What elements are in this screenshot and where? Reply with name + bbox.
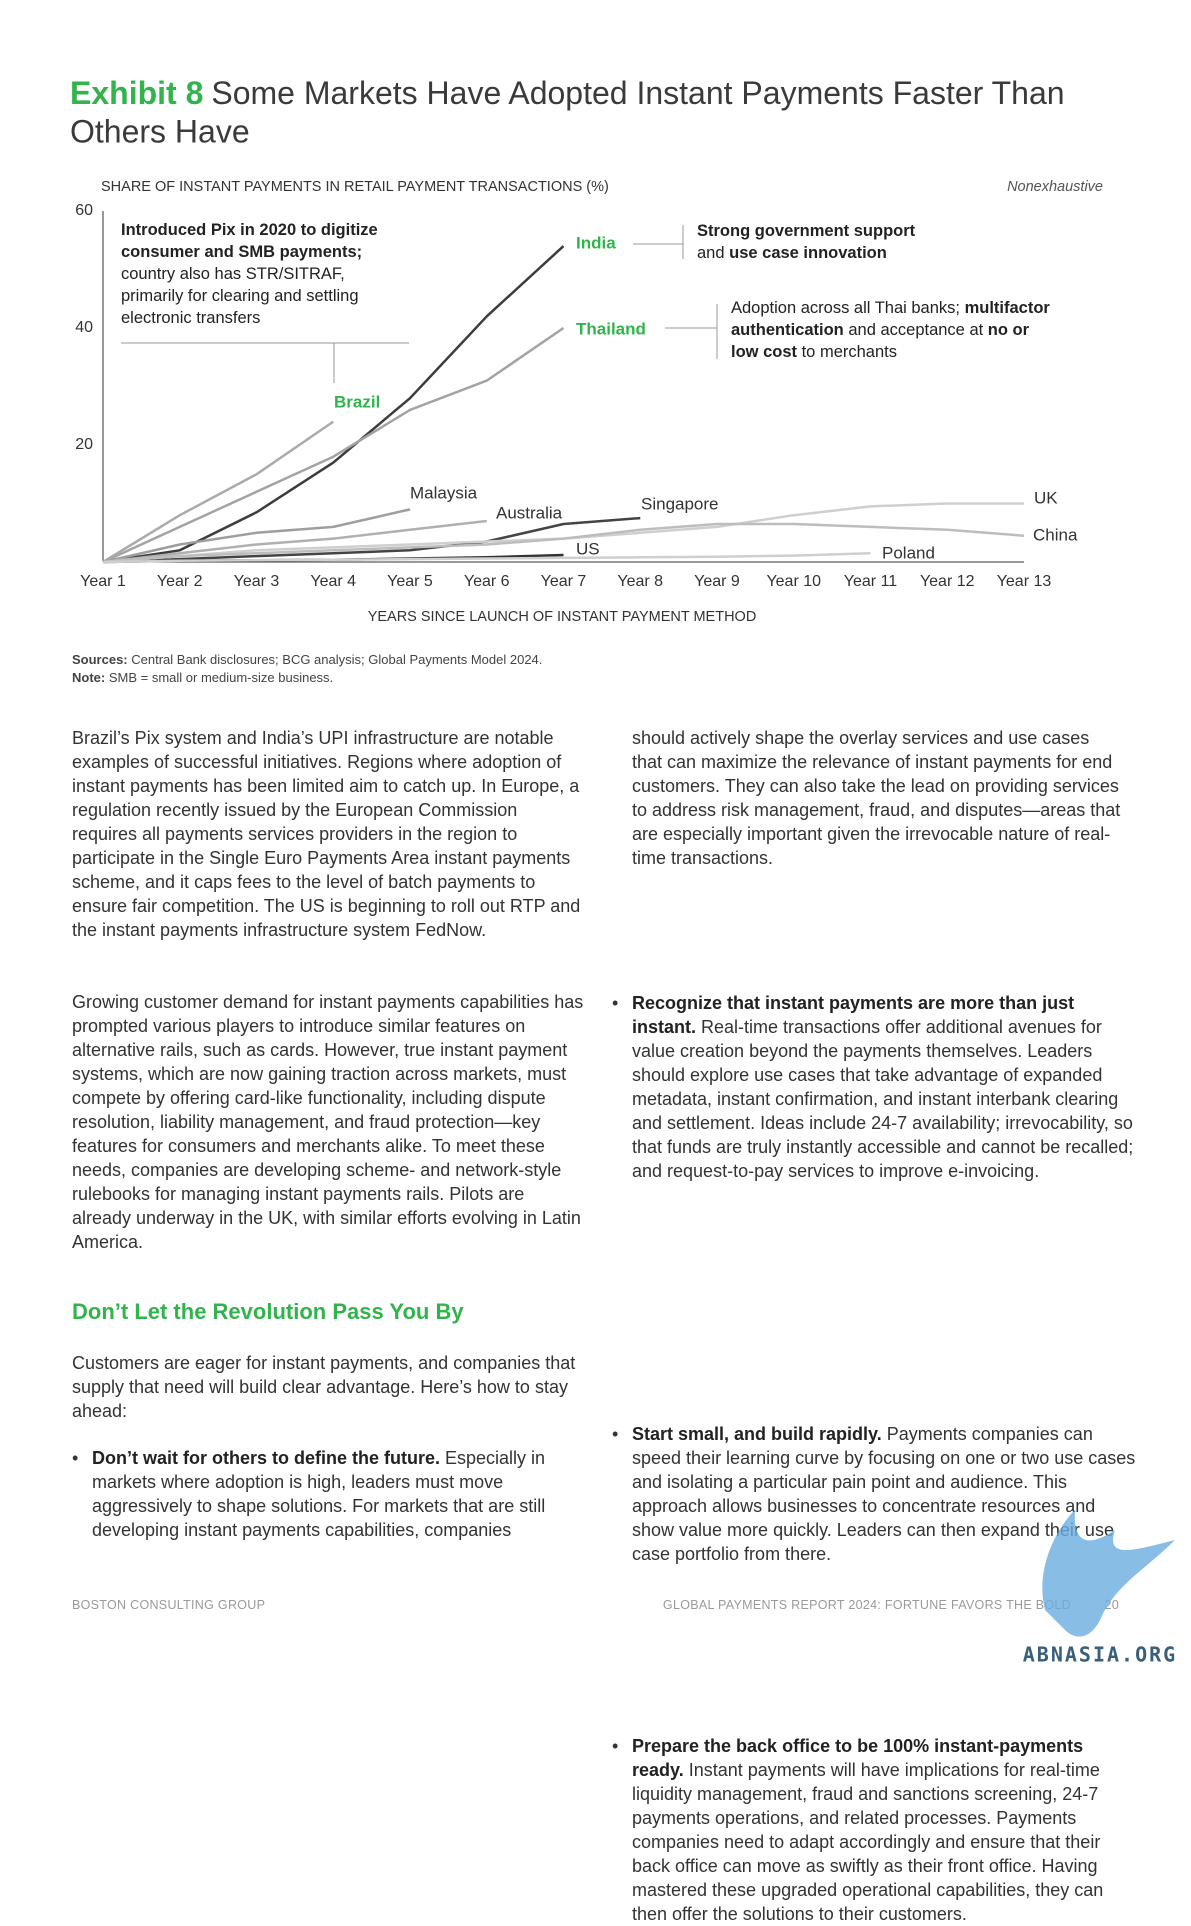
annotation-text: Adoption across all Thai banks; <box>731 299 965 317</box>
series-line <box>102 519 487 564</box>
annotation-text: consumer and SMB payments; <box>121 243 362 261</box>
page: {"header": {"exhibit": "Exhibit 8", "tit… <box>0 0 1191 1684</box>
series-line <box>102 420 335 564</box>
annotation-text: primarily for clearing and settling <box>121 287 359 305</box>
y-tick-label: 40 <box>75 319 93 336</box>
bullet: Recognize that instant payments are more… <box>612 991 1137 1183</box>
x-tick-label: Year 1 <box>80 573 126 590</box>
section-heading: Don’t Let the Revolution Pass You By <box>72 1299 464 1324</box>
note: Note: SMB = small or medium-size busines… <box>72 669 333 687</box>
x-tick-label: Year 6 <box>464 573 510 590</box>
series-label: Australia <box>496 503 563 522</box>
connector <box>121 342 409 383</box>
x-tick-label: Year 4 <box>310 573 356 590</box>
series-label: Poland <box>882 543 935 562</box>
series-label: Thailand <box>576 319 646 338</box>
annotation-text: low cost <box>731 343 798 361</box>
x-axis-title: YEARS SINCE LAUNCH OF INSTANT PAYMENT ME… <box>368 609 757 625</box>
bullet-lead: Start small, and build rapidly. <box>632 1424 882 1444</box>
annotation-line: authentication and acceptance at no or <box>731 321 1030 339</box>
sources-text: Central Bank disclosures; BCG analysis; … <box>131 652 543 667</box>
bullet: Don’t wait for others to define the futu… <box>72 1446 604 1542</box>
series-line <box>102 551 871 564</box>
paragraph: Growing customer demand for instant paym… <box>72 992 584 1252</box>
annotation-text: country also has STR/SITRAF, <box>121 265 345 283</box>
bullet-lead: Don’t wait for others to define the futu… <box>92 1448 440 1468</box>
bullet-text: Payments companies can speed their learn… <box>632 1424 1136 1564</box>
annotation-text: authentication <box>731 321 844 339</box>
annotation-text: and acceptance at <box>844 321 988 339</box>
series-line <box>102 245 565 564</box>
x-tick-label: Year 9 <box>694 573 740 590</box>
title-text: Others Have <box>70 113 250 149</box>
annotation-line: and use case innovation <box>697 244 887 262</box>
exhibit-title: Exhibit 8 Some Markets Have Adopted Insta… <box>70 75 1065 111</box>
series-label: Malaysia <box>410 483 478 502</box>
annotation-text: electronic transfers <box>121 309 260 327</box>
series-label: Singapore <box>641 494 719 513</box>
series-label: US <box>576 539 600 558</box>
annotation-text: Introduced Pix in 2020 to digitize <box>121 221 378 239</box>
exhibit-chart: Exhibit 8 Some Markets Have Adopted Insta… <box>70 75 1103 625</box>
sources: Sources: Central Bank disclosures; BCG a… <box>72 651 542 669</box>
series-label: India <box>576 233 616 252</box>
paragraph: Customers are eager for instant payments… <box>72 1353 576 1421</box>
y-tick-label: 60 <box>75 202 93 219</box>
title-text: Some Markets Have Adopted Instant Paymen… <box>211 75 1064 111</box>
series-line <box>102 326 565 564</box>
bullet: Prepare the back office to be 100% insta… <box>612 1734 1137 1926</box>
paragraph: should actively shape the overlay servic… <box>632 728 1121 868</box>
x-tick-label: Year 11 <box>844 573 897 590</box>
x-tick-label: Year 2 <box>157 573 203 590</box>
footer-right: GLOBAL PAYMENTS REPORT 2024: FORTUNE FAV… <box>662 1598 1071 1612</box>
annotation-line: consumer and SMB payments; <box>121 243 362 261</box>
watermark-text: ABNASIA.ORG <box>1023 1643 1177 1667</box>
connector <box>665 304 718 359</box>
connector <box>633 225 684 259</box>
bullet: Start small, and build rapidly. Payments… <box>612 1422 1137 1566</box>
chart-note: Nonexhaustive <box>1007 179 1103 195</box>
series-line <box>102 508 411 564</box>
note-text: SMB = small or medium-size business. <box>108 670 334 685</box>
series-label: Brazil <box>334 392 380 411</box>
annotation-line: Adoption across all Thai banks; multifac… <box>731 299 1050 317</box>
x-tick-label: Year 3 <box>234 573 280 590</box>
sources-label: Sources: <box>72 652 128 667</box>
series-label: UK <box>1034 488 1058 507</box>
paragraph: Brazil’s Pix system and India’s UPI infr… <box>72 728 581 940</box>
bullet-text: Instant payments will have implications … <box>632 1760 1104 1924</box>
annotation-text: no or <box>988 321 1030 339</box>
x-tick-label: Year 10 <box>766 573 821 590</box>
series-line <box>102 516 641 564</box>
annotation-text: and <box>697 244 729 262</box>
x-tick-label: Year 5 <box>387 573 433 590</box>
y-axis-title: SHARE OF INSTANT PAYMENTS IN RETAIL PAYM… <box>101 179 609 195</box>
exhibit-number: Exhibit 8 <box>70 75 203 111</box>
x-tick-label: Year 7 <box>541 573 587 590</box>
annotation-text: Strong government support <box>697 222 916 240</box>
annotation-text: to merchants <box>797 343 897 361</box>
x-tick-label: Year 8 <box>617 573 663 590</box>
annotation-connectors <box>121 225 718 383</box>
annotation-line: Strong government support <box>697 222 916 240</box>
annotation-line: Introduced Pix in 2020 to digitize <box>121 221 378 239</box>
watermark-logo: ABNASIA.ORG <box>1023 1510 1177 1667</box>
x-tick-label: Year 12 <box>920 573 975 590</box>
footer-left: BOSTON CONSULTING GROUP <box>72 1598 266 1612</box>
bullet-lead: Recognize that instant payments are more… <box>632 993 1075 1037</box>
logo-shape <box>1042 1510 1175 1637</box>
annotation-line: country also has STR/SITRAF, <box>121 265 345 283</box>
y-tick-label: 20 <box>75 436 93 453</box>
series-label: China <box>1033 525 1078 544</box>
annotation-line: electronic transfers <box>121 309 260 327</box>
note-label: Note: <box>72 670 106 685</box>
annotation-text: use case innovation <box>729 244 887 262</box>
annotation-text: multifactor <box>965 299 1051 317</box>
bullet-text: Especially in markets where adoption is … <box>92 1448 546 1540</box>
bullet-text: Real-time transactions offer additional … <box>632 1017 1134 1181</box>
annotation-line: primarily for clearing and settling <box>121 287 359 305</box>
annotation-line: low cost to merchants <box>731 343 897 361</box>
series-line <box>102 522 1025 564</box>
x-tick-label: Year 13 <box>997 573 1052 590</box>
